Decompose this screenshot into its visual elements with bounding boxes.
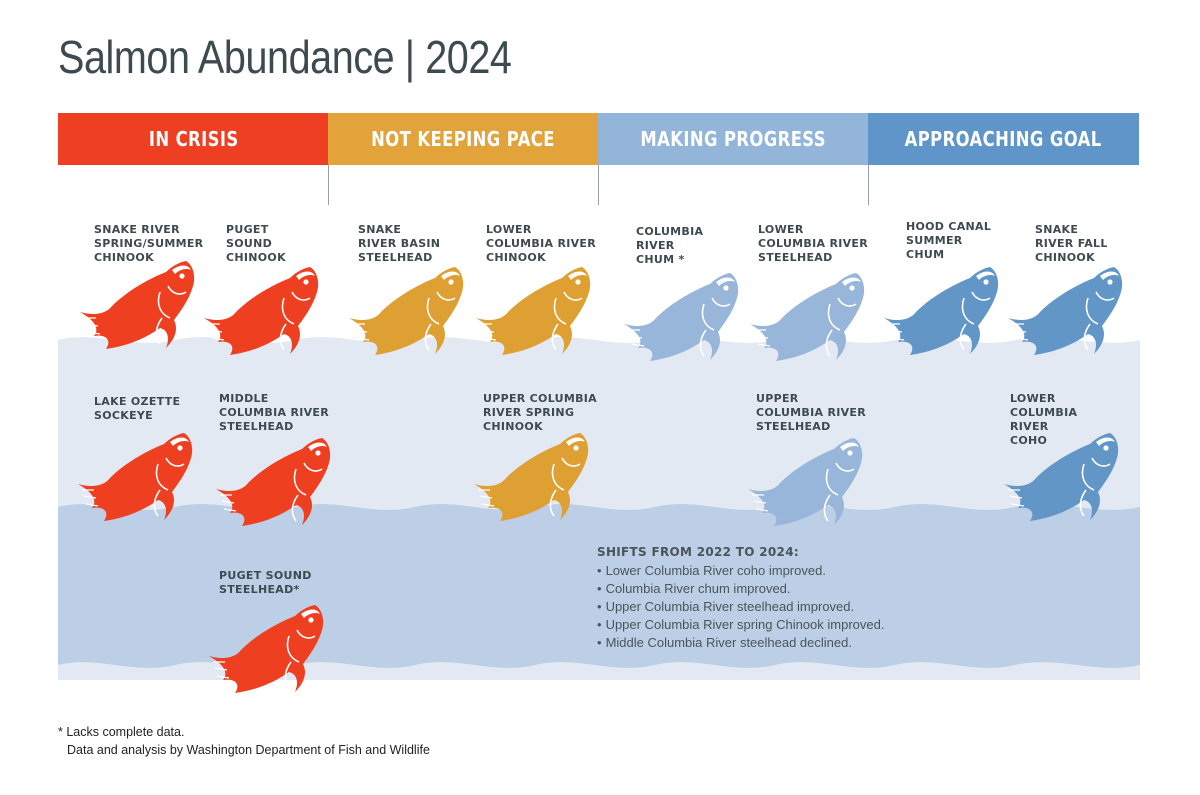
salmon-icon	[80, 261, 195, 349]
population-label-hood-canal-summer-chum: HOOD CANAL SUMMER CHUM	[906, 220, 992, 261]
population-label-upper-columbia-river-steelhead: UPPER COLUMBIA RIVER STEELHEAD	[756, 392, 866, 433]
category-divider	[868, 165, 869, 205]
population-label-puget-sound-steelhead: PUGET SOUND STEELHEAD*	[219, 569, 312, 596]
population-label-upper-columbia-river-spring-chinook: UPPER COLUMBIA RIVER SPRING CHINOOK	[483, 392, 597, 433]
shift-item: Upper Columbia River steelhead improved.	[597, 598, 884, 616]
shifts-title: SHIFTS FROM 2022 TO 2024:	[597, 545, 799, 559]
population-label-lower-columbia-river-coho: LOWER COLUMBIA RIVER COHO	[1010, 392, 1078, 447]
salmon-icon	[78, 433, 193, 521]
population-label-lower-columbia-river-steelhead: LOWER COLUMBIA RIVER STEELHEAD	[758, 223, 868, 264]
population-label-middle-columbia-river-steelhead: MIDDLE COLUMBIA RIVER STEELHEAD	[219, 392, 329, 433]
salmon-icon	[204, 267, 319, 355]
shift-item: Middle Columbia River steelhead declined…	[597, 634, 884, 652]
salmon-icon	[476, 267, 591, 355]
category-in-crisis: IN CRISIS	[58, 113, 329, 165]
salmon-icon	[750, 273, 865, 361]
page-title: Salmon Abundance | 2024	[58, 31, 512, 83]
shift-item: Columbia River chum improved.	[597, 580, 884, 598]
population-label-lower-columbia-river-chinook: LOWER COLUMBIA RIVER CHINOOK	[486, 223, 596, 264]
shifts-list: Lower Columbia River coho improved. Colu…	[597, 562, 885, 652]
shift-item: Lower Columbia River coho improved.	[597, 562, 884, 580]
source-credit: Data and analysis by Washington Departme…	[67, 743, 430, 757]
salmon-icon	[748, 438, 863, 526]
category-making-progress: MAKING PROGRESS	[598, 113, 869, 165]
category-not-keeping-pace: NOT KEEPING PACE	[328, 113, 599, 165]
population-label-lake-ozette-sockeye: LAKE OZETTE SOCKEYE	[94, 395, 181, 422]
salmon-icon	[884, 267, 999, 355]
category-divider	[328, 165, 329, 205]
population-label-snake-river-spring-summer-chinook: SNAKE RIVER SPRING/SUMMER CHINOOK	[94, 223, 204, 264]
population-label-snake-river-fall-chinook: SNAKE RIVER FALL CHINOOK	[1035, 223, 1108, 264]
shifts-panel: SHIFTS FROM 2022 TO 2024: Lower Columbia…	[597, 545, 884, 652]
footnote: * Lacks complete data.	[58, 725, 185, 739]
population-label-columbia-river-chum: COLUMBIA RIVER CHUM *	[636, 225, 704, 266]
category-approaching-goal: APPROACHING GOAL	[868, 113, 1139, 165]
salmon-icon	[349, 267, 464, 355]
population-label-snake-river-basin-steelhead: SNAKE RIVER BASIN STEELHEAD	[358, 223, 441, 264]
category-divider	[598, 165, 599, 205]
salmon-icon	[474, 433, 589, 521]
shift-item: Upper Columbia River spring Chinook impr…	[597, 616, 885, 634]
salmon-icon	[209, 605, 324, 693]
salmon-icon	[216, 438, 331, 526]
salmon-icon	[1008, 267, 1123, 355]
population-label-puget-sound-chinook: PUGET SOUND CHINOOK	[226, 223, 286, 264]
salmon-icon	[624, 273, 739, 361]
salmon-icon	[1004, 433, 1119, 521]
